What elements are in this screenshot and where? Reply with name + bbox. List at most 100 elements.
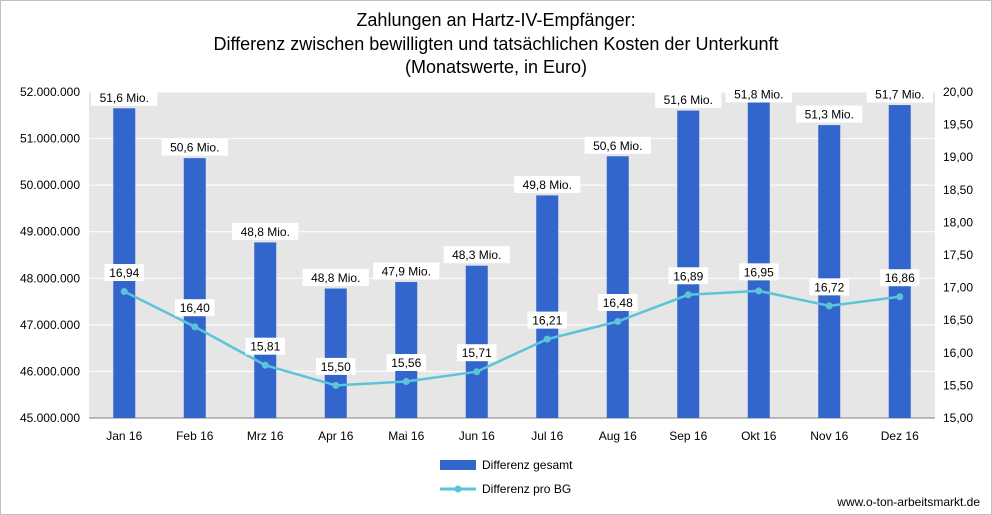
bar-data-label-box — [514, 175, 581, 193]
line-point — [473, 368, 481, 376]
line-data-label-box — [527, 311, 567, 329]
line-data-label-box — [880, 269, 920, 287]
line-data-label-box — [386, 353, 426, 371]
bar-data-label: 49,8 Mio. — [523, 178, 572, 192]
right-axis-tick-label: 19,00 — [943, 150, 973, 164]
x-axis-tick-label: Mai 16 — [388, 429, 424, 443]
bar — [606, 156, 629, 419]
x-axis-tick-label: Sep 16 — [669, 429, 707, 443]
legend-item-line: Differenz pro BG — [440, 482, 571, 496]
bar-data-label: 51,3 Mio. — [805, 108, 854, 122]
bar — [677, 110, 700, 418]
bar-data-label: 48,3 Mio. — [452, 248, 501, 262]
line-data-label: 15,71 — [462, 346, 492, 360]
right-axis-tick-label: 18,00 — [943, 215, 973, 229]
line-data-label: 16,21 — [532, 314, 562, 328]
bar-data-label-box — [796, 105, 863, 123]
bar-data-label-box — [866, 85, 933, 103]
left-axis-tick-label: 46.000.000 — [20, 364, 80, 378]
line-data-label-box — [104, 264, 144, 282]
line-data-label-box — [457, 344, 497, 362]
right-axis-tick-label: 16,00 — [943, 346, 973, 360]
line-data-label: 15,50 — [321, 360, 351, 374]
right-axis-tick-label: 16,50 — [943, 313, 973, 327]
x-axis-tick-label: Apr 16 — [318, 429, 354, 443]
line-data-label: 16,48 — [603, 296, 633, 310]
line-data-label-box — [245, 337, 285, 355]
line-data-label: 16,94 — [109, 266, 139, 280]
line-point — [402, 377, 410, 385]
bar — [536, 195, 559, 418]
bar-data-label: 50,6 Mio. — [170, 141, 219, 155]
right-axis-tick-label: 17,50 — [943, 248, 973, 262]
line-point — [332, 381, 340, 389]
line-point — [261, 361, 269, 369]
line-data-label: 16,89 — [673, 269, 703, 283]
bar-data-label-box — [302, 269, 369, 287]
x-axis-tick-label: Dez 16 — [881, 429, 919, 443]
bar — [324, 288, 347, 418]
line-point — [896, 293, 904, 301]
line-data-label: 16,72 — [814, 280, 844, 294]
bar-data-label-box — [91, 88, 158, 106]
bar-data-label: 51,6 Mio. — [100, 91, 149, 105]
line-data-label: 15,56 — [391, 356, 421, 370]
bar-data-label-box — [232, 222, 299, 240]
line-data-label: 16,95 — [744, 265, 774, 279]
line-point — [191, 323, 199, 331]
line-point — [825, 302, 833, 310]
left-axis-tick-label: 50.000.000 — [20, 178, 80, 192]
legend-label-line: Differenz pro BG — [482, 482, 572, 496]
x-axis-tick-label: Jun 16 — [459, 429, 495, 443]
bar — [818, 125, 841, 419]
line-point — [614, 318, 622, 326]
line-point — [684, 291, 692, 299]
right-axis-tick-label: 20,00 — [943, 85, 973, 99]
bar — [395, 282, 418, 418]
left-axis-tick-label: 52.000.000 — [20, 85, 80, 99]
bar-data-label-box — [655, 91, 722, 109]
x-axis-tick-label: Mrz 16 — [247, 429, 284, 443]
left-axis-tick-label: 49.000.000 — [20, 225, 80, 239]
bar-data-label-box — [725, 85, 792, 103]
line-point — [543, 335, 551, 343]
bar-data-label: 51,6 Mio. — [664, 93, 713, 107]
bar-data-label-box — [443, 246, 510, 264]
line-data-label-box — [809, 278, 849, 296]
plot-area — [89, 92, 935, 418]
x-axis-tick-label: Nov 16 — [810, 429, 848, 443]
right-axis-tick-label: 15,50 — [943, 378, 973, 392]
chart-title-line-2: Differenz zwischen bewilligten und tatsä… — [213, 34, 779, 54]
x-axis-tick-label: Jul 16 — [531, 429, 563, 443]
line-point — [755, 287, 763, 295]
series-line — [123, 289, 900, 387]
bar — [747, 101, 770, 419]
bar-data-label: 47,9 Mio. — [382, 265, 431, 279]
bar-data-label-box — [161, 138, 228, 156]
bar — [254, 242, 277, 418]
bar-data-label: 48,8 Mio. — [311, 271, 360, 285]
bar — [888, 105, 911, 418]
bar-data-label-box — [584, 136, 651, 154]
bar-data-label: 51,7 Mio. — [875, 88, 924, 102]
right-axis-tick-label: 19,50 — [943, 118, 973, 132]
legend-swatch-bars — [440, 460, 476, 470]
left-axis-tick-label: 45.000.000 — [20, 411, 80, 425]
bar-data-label: 51,8 Mio. — [734, 88, 783, 102]
left-axis-tick-label: 51.000.000 — [20, 132, 80, 146]
x-axis-tick-label: Okt 16 — [741, 429, 777, 443]
bar-data-label: 48,8 Mio. — [241, 225, 290, 239]
line-data-label-box — [739, 263, 779, 281]
left-axis-tick-label: 48.000.000 — [20, 271, 80, 285]
bar — [465, 265, 488, 418]
line-data-label: 16,40 — [180, 301, 210, 315]
legend-label-bars: Differenz gesamt — [482, 458, 573, 472]
x-axis-tick-label: Jan 16 — [106, 429, 142, 443]
chart-title-line-3: (Monatswerte, in Euro) — [404, 57, 588, 77]
bar — [113, 108, 136, 419]
line-data-label-box — [316, 357, 356, 375]
left-axis-tick-label: 47.000.000 — [20, 318, 80, 332]
line-data-label: 16,86 — [885, 271, 915, 285]
bar — [183, 158, 206, 419]
